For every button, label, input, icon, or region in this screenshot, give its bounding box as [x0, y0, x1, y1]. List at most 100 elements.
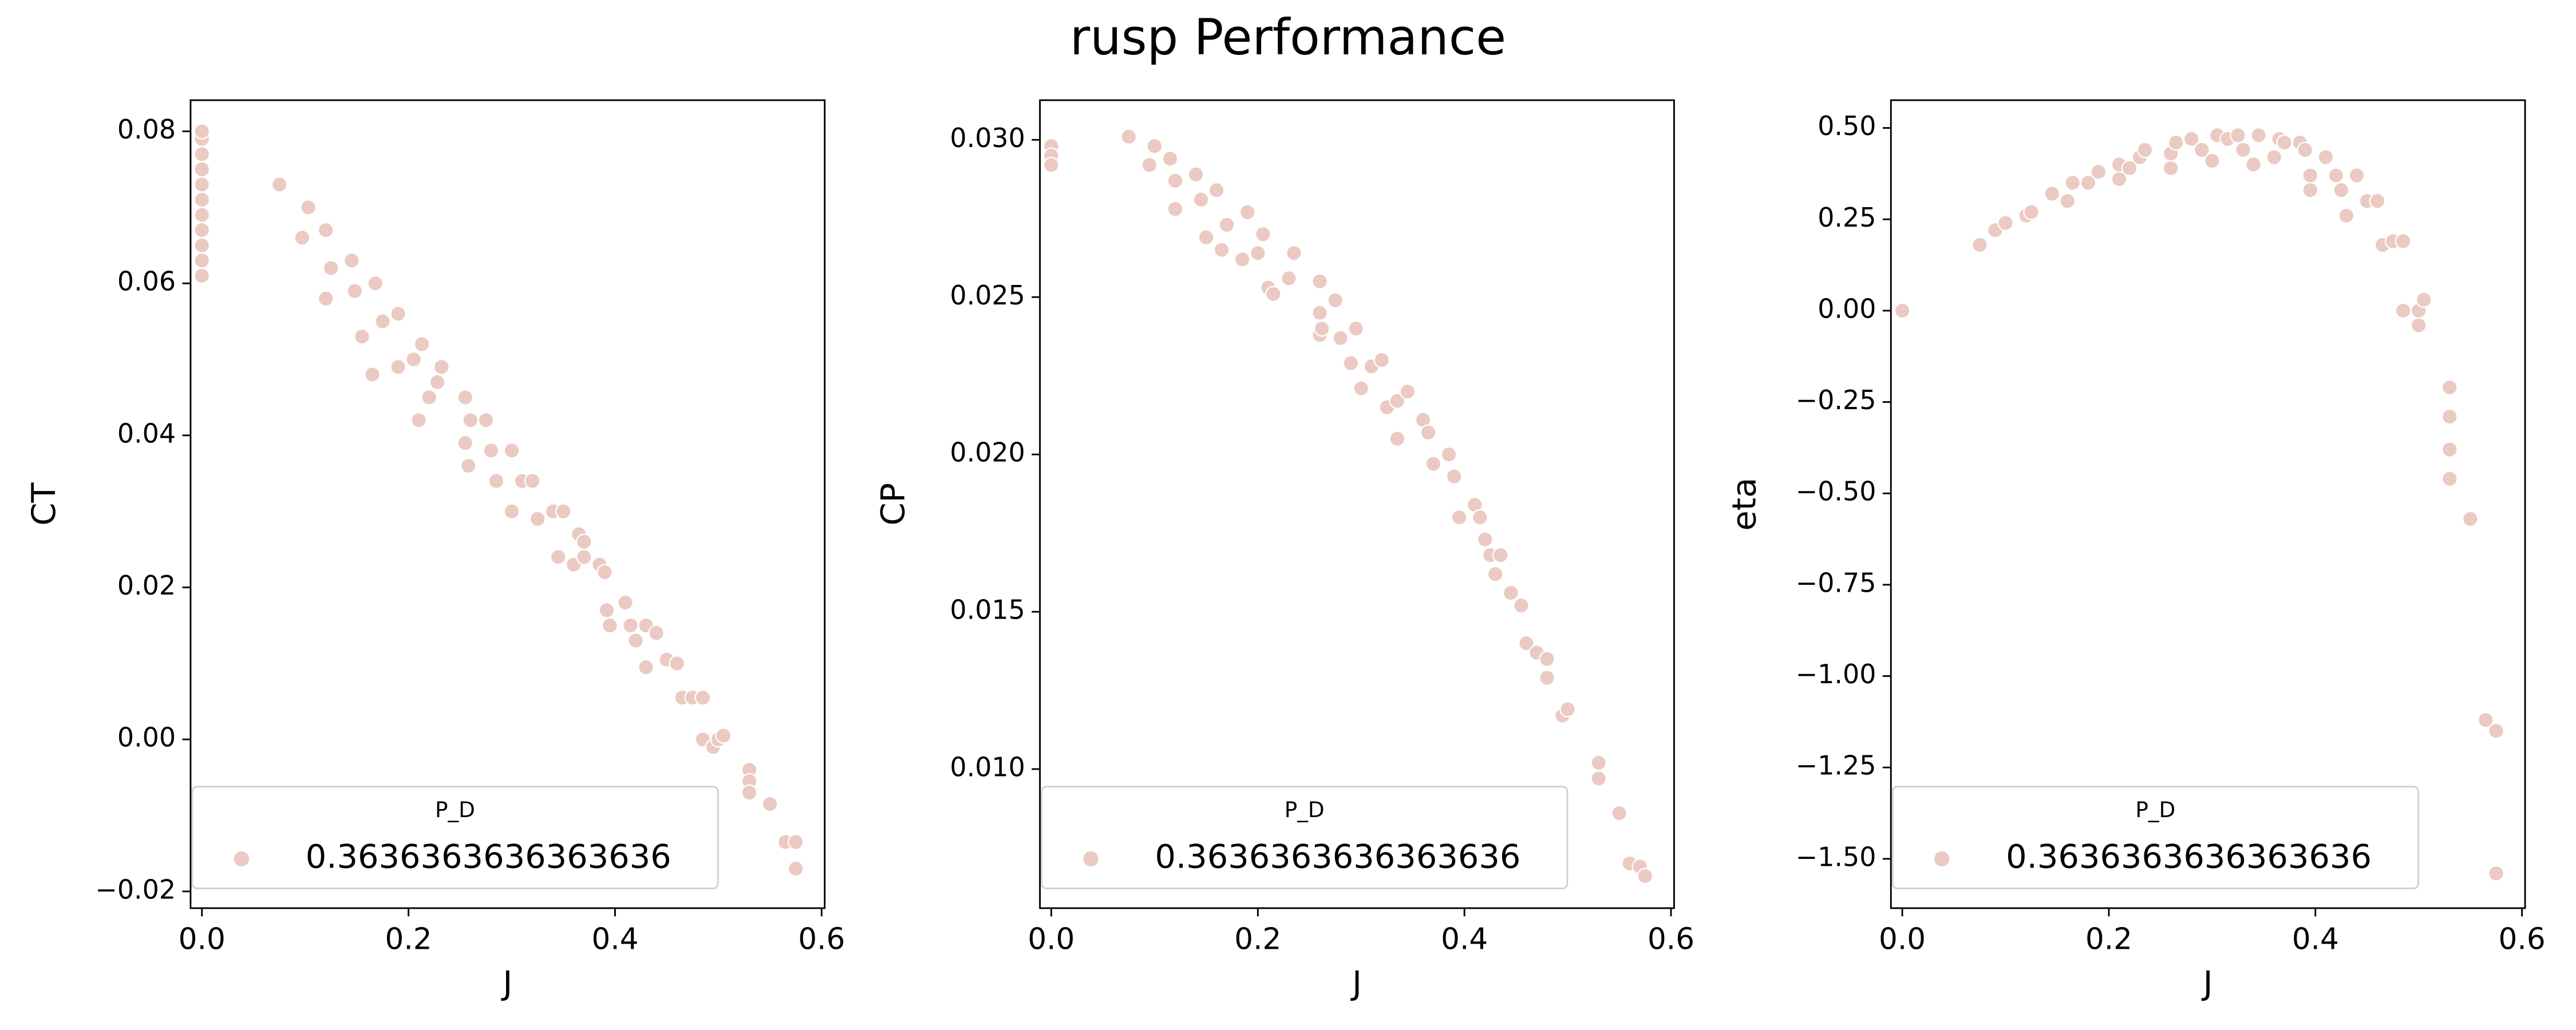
scatter-point	[193, 252, 211, 269]
legend-label: 0.3636363636363636	[2006, 838, 2372, 876]
scatter-point	[1492, 546, 1509, 564]
scatter-point	[1399, 383, 1416, 400]
scatter-point	[2230, 127, 2246, 144]
x-tick-label: 0.6	[1647, 922, 1694, 956]
y-tick-label: 0.025	[950, 280, 1025, 311]
scatter-point	[2328, 167, 2345, 184]
scatter-point	[354, 328, 370, 345]
scatter-point	[1327, 292, 1344, 309]
scatter-point	[317, 290, 334, 307]
scatter-point	[2441, 408, 2458, 425]
scatter-point	[367, 275, 384, 292]
scatter-point	[1503, 584, 1519, 601]
scatter-point	[741, 784, 758, 801]
x-tick-label: 0.0	[1028, 922, 1074, 956]
scatter-point	[1313, 320, 1330, 337]
legend-marker	[1082, 850, 1100, 868]
scatter-point	[2317, 149, 2334, 166]
scatter-point	[2059, 192, 2076, 209]
scatter-point	[2204, 152, 2221, 169]
scatter-point	[390, 358, 406, 375]
y-axis-label: eta	[1725, 478, 1763, 531]
scatter-point	[488, 473, 505, 489]
scatter-point	[2441, 379, 2458, 396]
scatter-point	[2245, 156, 2262, 173]
scatter-point	[193, 161, 211, 178]
scatter-point	[193, 176, 211, 193]
legend-label: 0.3636363636363636	[306, 838, 671, 876]
scatter-point	[596, 564, 613, 581]
scatter-point	[1281, 270, 1297, 287]
scatter-point	[2044, 185, 2061, 202]
scatter-point	[193, 207, 211, 223]
scatter-point	[1043, 156, 1060, 173]
scatter-point	[2136, 141, 2154, 159]
scatter-point	[1161, 150, 1179, 167]
scatter-point	[1389, 393, 1406, 410]
legend-box	[1041, 786, 1568, 890]
legend-title: P_D	[2135, 797, 2175, 822]
x-tick-label: 0.0	[1879, 922, 1926, 956]
scatter-point	[1213, 241, 1230, 259]
scatter-point	[433, 358, 450, 375]
x-axis-label: J	[2202, 964, 2213, 1003]
scatter-point	[1539, 651, 1555, 667]
scatter-point	[2395, 233, 2412, 249]
scatter-point	[2266, 149, 2282, 166]
legend-marker	[1933, 850, 1951, 868]
y-tick-label: −0.25	[1796, 385, 1876, 415]
scatter-point	[343, 252, 360, 269]
scatter-point	[460, 457, 477, 474]
y-tick-label: −1.00	[1796, 659, 1876, 690]
y-tick-label: 0.02	[117, 570, 176, 601]
scatter-point	[602, 617, 618, 634]
x-axis-label: J	[501, 964, 512, 1003]
scatter-point	[524, 473, 541, 489]
scatter-point	[193, 237, 211, 254]
scatter-point	[374, 313, 391, 330]
y-axis-label: CP	[874, 483, 912, 526]
scatter-point	[550, 549, 567, 565]
y-tick-label: 0.015	[950, 595, 1025, 625]
scatter-point	[1286, 244, 1302, 262]
scatter-point	[2193, 141, 2210, 159]
scatter-point	[294, 229, 311, 246]
y-tick-label: −0.75	[1796, 567, 1876, 598]
scatter-point	[322, 260, 339, 276]
scatter-point	[715, 727, 732, 744]
scatter-point	[555, 503, 572, 520]
y-tick-label: 0.010	[950, 752, 1025, 783]
legend-title: P_D	[1285, 797, 1325, 822]
x-tick-label: 0.6	[2499, 922, 2546, 956]
y-tick-label: −0.02	[95, 874, 176, 905]
x-tick-label: 0.2	[1234, 922, 1281, 956]
scatter-point	[1590, 770, 1607, 787]
scatter-point	[1311, 304, 1328, 322]
scatter-point	[429, 374, 446, 391]
scatter-point	[1425, 455, 1442, 473]
scatter-point	[1518, 635, 1535, 652]
scatter-point	[193, 123, 211, 140]
y-tick-label: 0.50	[1818, 110, 1876, 141]
scatter-point	[1239, 204, 1256, 221]
legend-box	[1891, 786, 2419, 890]
scatter-point	[2297, 141, 2314, 159]
scatter-point	[477, 411, 495, 429]
scatter-point	[1353, 380, 1370, 397]
scatter-point	[271, 176, 288, 193]
x-tick-label: 0.2	[2085, 922, 2132, 956]
scatter-point	[1167, 172, 1184, 189]
scatter-point	[2348, 167, 2365, 184]
scatter-point	[622, 617, 639, 634]
scatter-point	[787, 860, 804, 877]
scatter-point	[1539, 670, 1555, 686]
scatter-point	[2441, 441, 2458, 458]
axes-frame	[1039, 99, 1675, 909]
scatter-point	[2338, 207, 2355, 224]
y-tick-label: 0.00	[117, 722, 176, 753]
figure-title: rusp Performance	[1070, 9, 1506, 66]
scatter-point	[462, 411, 479, 429]
scatter-point	[2369, 192, 2386, 209]
scatter-point	[1373, 351, 1390, 369]
scatter-point	[457, 434, 474, 451]
